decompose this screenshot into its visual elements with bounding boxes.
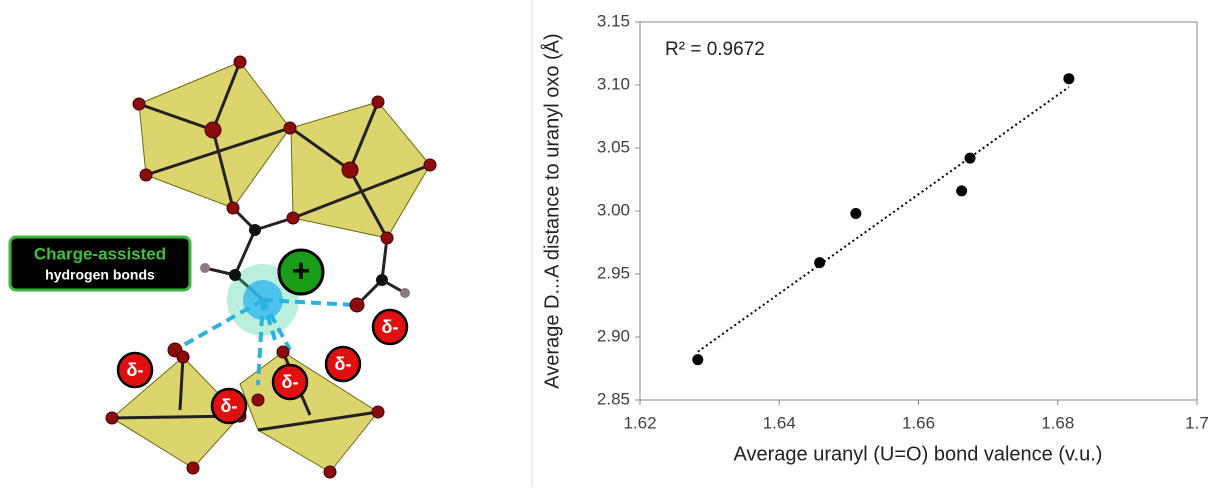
partial-charge: δ- bbox=[127, 360, 144, 380]
point bbox=[964, 152, 976, 164]
y-tick-label: 3.00 bbox=[597, 200, 630, 219]
partial-charge-circle bbox=[210, 387, 248, 425]
annotation: R² = 0.9672 bbox=[665, 39, 765, 60]
partial-charge-circle bbox=[116, 351, 154, 389]
point bbox=[956, 185, 968, 197]
x-tick-label: 1.7 bbox=[1185, 413, 1209, 432]
y-tick-label: 3.10 bbox=[597, 74, 630, 93]
y-tick-label: 3.15 bbox=[597, 11, 630, 30]
x-axis-label: Average uranyl (U=O) bond valence (v.u.) bbox=[734, 443, 1103, 465]
oxygen-atoms bbox=[105, 55, 437, 479]
molecule-illustration: Charge-assisted hydrogen bonds + bbox=[8, 55, 437, 479]
partial-charge-circle bbox=[324, 345, 362, 383]
charge-circle bbox=[277, 248, 325, 296]
box-title: Charge-assisted bbox=[34, 244, 166, 263]
x-tick-label: 1.64 bbox=[763, 413, 796, 432]
trendline bbox=[697, 86, 1070, 353]
partial-charge: δ- bbox=[282, 372, 299, 392]
point bbox=[692, 354, 704, 366]
charge-plus: + bbox=[292, 252, 311, 288]
y-tick-label: 2.85 bbox=[597, 389, 630, 408]
hydrogen-bond bbox=[174, 298, 356, 386]
partial-charge: δ- bbox=[382, 317, 399, 337]
partial-charge: δ- bbox=[335, 354, 352, 374]
plot-frame bbox=[639, 21, 1198, 401]
partial-charge-circle bbox=[271, 363, 309, 401]
partial-charge-circle bbox=[371, 308, 409, 346]
x-tick-label: 1.62 bbox=[623, 413, 656, 432]
y-tick-label: 2.90 bbox=[597, 326, 630, 345]
y-tick-label: 3.05 bbox=[597, 137, 630, 156]
partial-charge: δ- bbox=[221, 396, 238, 416]
polyhedron bbox=[290, 101, 431, 239]
x-tick-label: 1.68 bbox=[1041, 413, 1074, 432]
y-tick-label: 2.95 bbox=[597, 263, 630, 282]
x-tick-label: 1.66 bbox=[902, 413, 935, 432]
label-box bbox=[8, 235, 192, 292]
y-axis-label: Average D...A distance to uranyl oxo (Å) bbox=[540, 33, 563, 388]
point bbox=[814, 257, 826, 269]
box-subtitle: hydrogen bonds bbox=[45, 267, 155, 283]
point bbox=[1063, 73, 1075, 85]
point bbox=[850, 208, 862, 220]
